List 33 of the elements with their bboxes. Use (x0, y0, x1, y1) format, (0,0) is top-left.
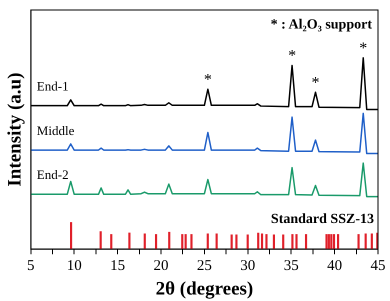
annotation: * (359, 40, 368, 58)
bar (70, 222, 72, 250)
x-tick-label: 25 (196, 258, 212, 274)
annotation: * (204, 71, 212, 88)
bar (364, 234, 367, 250)
bar (206, 234, 209, 250)
x-axis-title: 2θ (degrees) (156, 278, 254, 300)
x-tick-label: 40 (327, 258, 342, 274)
bar (168, 232, 170, 250)
bar (246, 234, 249, 250)
bar (257, 232, 260, 250)
x-tick-label: 45 (370, 258, 386, 274)
y-axis-title: Intensity (a.u) (4, 72, 26, 187)
x-tick-label: 30 (240, 258, 256, 274)
series-label: Middle (36, 122, 75, 138)
x-tick-label: 20 (154, 258, 168, 274)
x-tick-label: 35 (284, 258, 299, 274)
text: * : Al₂O₃ support (270, 18, 372, 33)
x-tick-label: 5 (27, 258, 35, 274)
bar (128, 232, 130, 250)
x-tick-label: 10 (66, 258, 82, 274)
series-label: End-2 (36, 167, 69, 182)
bar (282, 234, 284, 250)
annotation: * (288, 48, 296, 65)
series-label: Standard SSZ-13 (270, 212, 374, 228)
bar (110, 234, 112, 250)
bar (144, 234, 146, 250)
bar (330, 234, 332, 250)
series-label: End-1 (36, 78, 69, 94)
bar (100, 231, 102, 250)
bar (181, 234, 184, 250)
x-tick-label: 15 (110, 258, 126, 274)
annotation: * (312, 74, 320, 92)
